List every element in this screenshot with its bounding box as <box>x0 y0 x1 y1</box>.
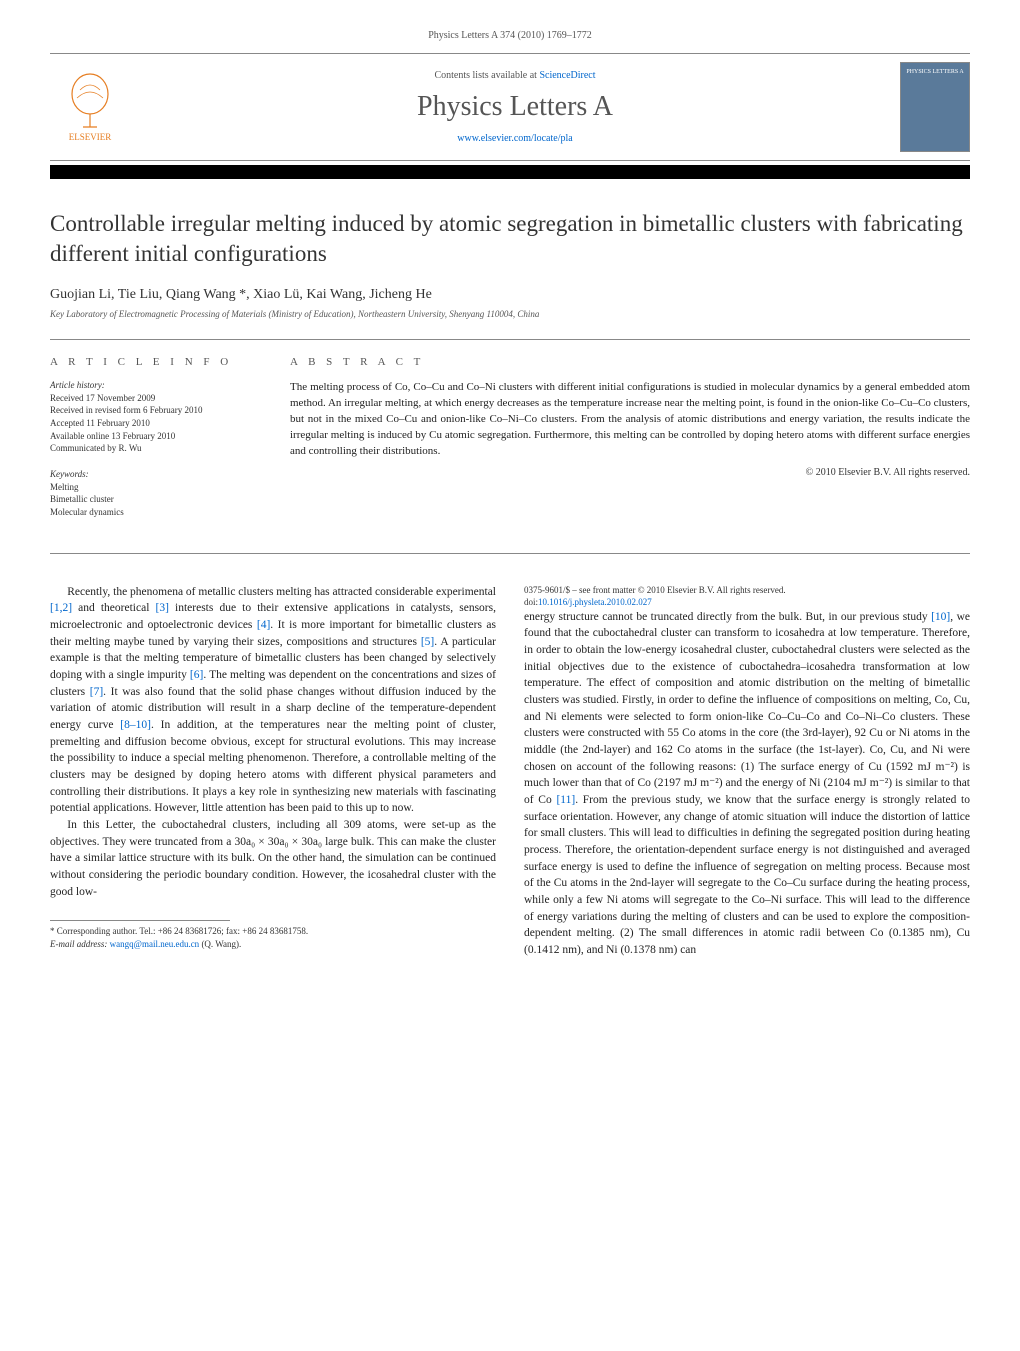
body-paragraph: In this Letter, the cuboctahedral cluste… <box>50 817 496 900</box>
footnote-separator <box>50 920 230 921</box>
black-divider-bar <box>50 165 970 179</box>
info-abstract-section: A R T I C L E I N F O Article history: R… <box>50 339 970 554</box>
corr-email-link[interactable]: wangq@mail.neu.edu.cn <box>110 939 200 949</box>
email-suffix: (Q. Wang). <box>199 939 241 949</box>
sciencedirect-link[interactable]: ScienceDirect <box>539 70 595 81</box>
journal-banner: ELSEVIER Contents lists available at Sci… <box>50 53 970 161</box>
elsevier-tree-icon <box>65 72 115 132</box>
cover-label: PHYSICS LETTERS A <box>906 69 963 75</box>
contents-prefix: Contents lists available at <box>434 70 539 81</box>
history-line: Accepted 11 February 2010 <box>50 417 260 430</box>
journal-homepage-link[interactable]: www.elsevier.com/locate/pla <box>457 133 572 144</box>
keywords-subhead: Keywords: <box>50 469 260 479</box>
email-label: E-mail address: <box>50 939 110 949</box>
corr-author-text: * Corresponding author. Tel.: +86 24 836… <box>50 926 308 936</box>
contents-available-line: Contents lists available at ScienceDirec… <box>130 70 900 81</box>
journal-citation-header: Physics Letters A 374 (2010) 1769–1772 <box>50 30 970 41</box>
journal-center-block: Contents lists available at ScienceDirec… <box>130 70 900 144</box>
journal-cover-thumbnail: PHYSICS LETTERS A <box>900 62 970 152</box>
affiliation: Key Laboratory of Electromagnetic Proces… <box>50 309 970 319</box>
journal-title: Physics Letters A <box>130 91 900 123</box>
article-info-heading: A R T I C L E I N F O <box>50 356 260 368</box>
bottom-metadata: 0375-9601/$ – see front matter © 2010 El… <box>524 584 970 609</box>
article-history-block: Article history: Received 17 November 20… <box>50 380 260 455</box>
history-subhead: Article history: <box>50 380 260 390</box>
body-paragraph: Recently, the phenomena of metallic clus… <box>50 584 496 817</box>
abstract-column: A B S T R A C T The melting process of C… <box>290 356 970 533</box>
abstract-text: The melting process of Co, Co–Cu and Co–… <box>290 380 970 460</box>
publisher-logo: ELSEVIER <box>50 62 130 152</box>
keyword: Bimetallic cluster <box>50 493 260 506</box>
history-line: Communicated by R. Wu <box>50 442 260 455</box>
keyword: Melting <box>50 481 260 494</box>
publisher-name: ELSEVIER <box>69 132 112 142</box>
abstract-heading: A B S T R A C T <box>290 356 970 368</box>
body-paragraph: energy structure cannot be truncated dir… <box>524 609 970 959</box>
history-line: Received in revised form 6 February 2010 <box>50 404 260 417</box>
keywords-block: Keywords: Melting Bimetallic cluster Mol… <box>50 469 260 519</box>
article-info-column: A R T I C L E I N F O Article history: R… <box>50 356 260 533</box>
article-title: Controllable irregular melting induced b… <box>50 209 970 269</box>
history-line: Available online 13 February 2010 <box>50 430 260 443</box>
abstract-copyright: © 2010 Elsevier B.V. All rights reserved… <box>290 467 970 478</box>
doi-link[interactable]: 10.1016/j.physleta.2010.02.027 <box>538 597 652 607</box>
corresponding-author-footnote: * Corresponding author. Tel.: +86 24 836… <box>50 925 496 950</box>
article-body: Recently, the phenomena of metallic clus… <box>50 584 970 962</box>
author-list: Guojian Li, Tie Liu, Qiang Wang *, Xiao … <box>50 287 970 303</box>
doi-label: doi: <box>524 597 538 607</box>
front-matter-line: 0375-9601/$ – see front matter © 2010 El… <box>524 585 786 595</box>
keyword: Molecular dynamics <box>50 506 260 519</box>
journal-url-line: www.elsevier.com/locate/pla <box>130 133 900 144</box>
history-line: Received 17 November 2009 <box>50 392 260 405</box>
